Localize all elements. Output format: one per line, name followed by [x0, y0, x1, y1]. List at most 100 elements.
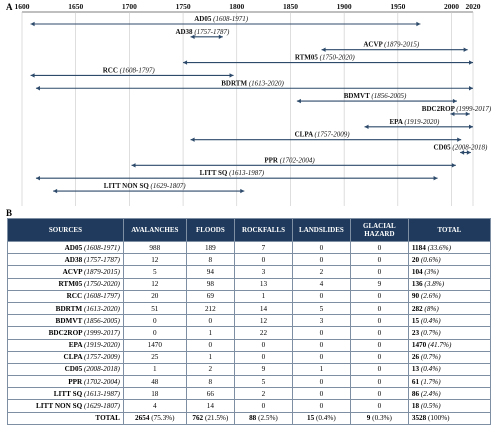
timeline-arrow-start — [30, 21, 35, 27]
timeline-arrow-end — [240, 188, 245, 194]
glacial-cell: 0 — [349, 289, 409, 303]
floods-cell: 69 — [185, 289, 235, 303]
avalanches-cell: 20 — [122, 289, 187, 303]
timeline-source-label: AD38 (1757-1787) — [175, 28, 230, 36]
table-row: ACVP (1879-2015) 5 94 3 2 0 104 (3%) — [7, 265, 492, 279]
source-cell: RCC (1608-1797) — [7, 289, 124, 303]
timeline-arrow-end — [465, 111, 470, 117]
rockfalls-cell: 12 — [233, 314, 293, 328]
glacial-cell: 0 — [349, 350, 409, 364]
total-cell: 104 (3%) — [407, 265, 492, 279]
timeline-arrow-start — [190, 137, 195, 142]
panel-b-label: B — [6, 208, 13, 218]
rockfalls-cell: 13 — [233, 277, 293, 291]
timeline-arrow-end — [433, 176, 438, 181]
timeline-source-label: LITT SQ (1613-1987) — [200, 169, 265, 177]
timeline-year-label: 1650 — [68, 2, 83, 11]
timeline-arrow-start — [460, 150, 465, 155]
timeline-arrow-end — [452, 98, 457, 104]
landslides-cell: 0 — [291, 387, 351, 401]
table-row: BDC2ROP (1999-2017) 0 1 22 0 0 23 (0.7%) — [7, 326, 492, 340]
table-row: LITT NON SQ (1629-1807) 4 14 0 0 0 18 (0.5%) — [7, 399, 492, 413]
landslides-cell: 0 — [291, 399, 351, 413]
source-cell: CLPA (1757-2009) — [7, 350, 124, 364]
timeline-arrow-end — [218, 34, 223, 40]
avalanches-cell: 12 — [122, 277, 187, 291]
avalanches-cell: 1470 — [122, 338, 187, 352]
avalanches-cell: 5 — [122, 265, 187, 279]
glacial-cell: 0 — [349, 362, 409, 377]
timeline-arrow-start — [30, 73, 35, 78]
avalanches-cell: 12 — [122, 253, 187, 267]
total-cell: 15 (0.4%) — [407, 314, 492, 328]
floods-cell: 0 — [185, 314, 235, 328]
table-total-row: TOTAL 2654 (75.3%) 762 (21.5%) 88 (2.5%) 15 … — [7, 411, 492, 425]
avalanches-cell: 988 — [122, 240, 187, 255]
avalanches-cell: 0 — [122, 314, 187, 328]
table-row: LITT SQ (1613-1987) 18 66 2 0 0 86 (2.4%) — [7, 387, 492, 401]
timeline-arrow-start — [190, 34, 195, 40]
avalanches-cell: 51 — [122, 301, 187, 316]
landslides-cell: 0 — [291, 338, 351, 352]
source-cell: EPA (1919-2020) — [7, 338, 124, 352]
glacial-cell: 0 — [349, 265, 409, 279]
timeline-arrow-end — [469, 124, 473, 129]
source-cell: RTM05 (1750-2020) — [7, 277, 124, 291]
timeline-arrow-start — [35, 86, 40, 91]
timeline-arrow-end — [457, 137, 462, 142]
source-cell: PPR (1702-2004) — [7, 375, 124, 389]
rockfalls-cell: 22 — [233, 326, 293, 340]
timeline-arrow-start — [364, 124, 369, 129]
table-row: CLPA (1757-2009) 25 1 0 0 0 26 (0.7%) — [7, 350, 492, 364]
floods-cell: 8 — [185, 375, 235, 389]
timeline-arrow-end — [451, 163, 456, 168]
rockfalls-cell: 9 — [233, 362, 293, 377]
total-label-cell: TOTAL — [7, 411, 124, 425]
timeline-source-label: EPA (1919-2020) — [389, 118, 440, 126]
total-cell: 1470 (41.7%) — [407, 338, 492, 352]
timeline-source-label: AD05 (1608-1971) — [194, 15, 249, 23]
source-cell: ACVP (1879-2015) — [7, 265, 124, 279]
table-column-header: AVALANCHES — [122, 218, 187, 242]
timeline-source-label: RCC (1608-1797) — [103, 66, 156, 74]
glacial-cell: 0 — [349, 314, 409, 328]
glacial-cell: 9 — [349, 277, 409, 291]
table-column-header: LANDSLIDES — [291, 218, 351, 242]
timeline-year-label: 1750 — [176, 2, 191, 11]
sources-table: SOURCES AVALANCHES FLOODS ROCKFALLS LANDSLID… — [7, 218, 492, 425]
timeline-arrow-start — [296, 98, 301, 104]
landslides-cell: 4 — [291, 277, 351, 291]
source-cell: AD38 (1757-1787) — [7, 253, 124, 267]
timeline-source-label: CLPA (1757-2009) — [295, 131, 351, 139]
total-cell: 61 (1.7%) — [407, 375, 492, 389]
table-row: AD38 (1757-1787) 12 8 0 0 0 20 (0.6%) — [7, 253, 492, 267]
total-avalanches-cell: 2654 (75.3%) — [122, 411, 187, 425]
timeline-arrow-end — [469, 86, 473, 91]
timeline-source-label: BDC2ROP (1999-2017) — [422, 105, 492, 113]
floods-cell: 8 — [185, 253, 235, 267]
glacial-cell: 0 — [349, 301, 409, 316]
landslides-cell: 0 — [291, 253, 351, 267]
source-timeline: 1600 1650 1700 1750 1800 1850 1900 1950 2000 2020… — [15, 2, 492, 206]
timeline-year-label: 1850 — [283, 2, 298, 11]
rockfalls-cell: 3 — [233, 265, 293, 279]
landslides-cell: 3 — [291, 314, 351, 328]
source-cell: BDRTM (1613-2020) — [7, 301, 124, 316]
table-column-header: TOTAL — [407, 218, 492, 242]
table-header-row: SOURCES AVALANCHES FLOODS ROCKFALLS LANDSLID… — [7, 218, 492, 242]
landslides-cell: 5 — [291, 301, 351, 316]
rockfalls-cell: 1 — [233, 289, 293, 303]
table-row: EPA (1919-2020) 1470 0 0 0 0 1470 (41.7%) — [7, 338, 492, 352]
source-cell: LITT NON SQ (1629-1807) — [7, 399, 124, 413]
rockfalls-cell: 0 — [233, 399, 293, 413]
table-row: AD05 (1608-1971) 988 189 7 0 0 1184 (33.6%) — [7, 240, 492, 255]
timeline-arrow-start — [450, 111, 455, 117]
timeline-source-label: ACVP (1879-2015) — [363, 41, 419, 49]
floods-cell: 0 — [185, 338, 235, 352]
total-cell: 20 (0.6%) — [407, 253, 492, 267]
floods-cell: 189 — [185, 240, 235, 255]
timeline-year-label: 1600 — [15, 2, 30, 11]
timeline-arrow-start — [131, 163, 136, 168]
rockfalls-cell: 0 — [233, 338, 293, 352]
timeline-source-label: RTM05 (1750-2020) — [295, 54, 356, 62]
